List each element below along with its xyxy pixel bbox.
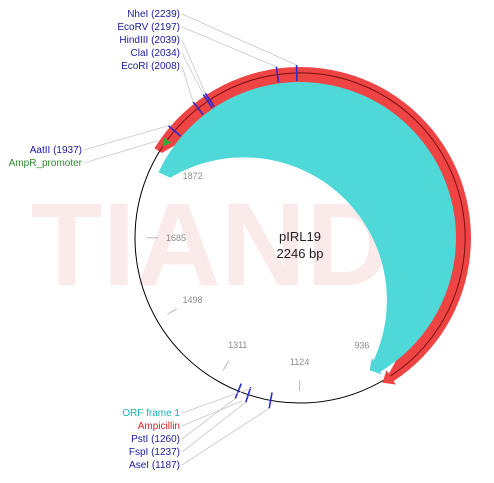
plasmid-name: pIRL19 <box>279 229 321 244</box>
feature-label-ampicillin[interactable]: Ampicillin <box>138 421 180 432</box>
site-label-fspi[interactable]: FspI (1237) <box>129 447 180 458</box>
features <box>154 67 471 385</box>
ampicillin-leader <box>181 400 243 427</box>
site-label-clai[interactable]: ClaI (2034) <box>131 48 180 59</box>
orf-frame-1-arc <box>158 82 456 375</box>
amp-promoter-arrow <box>162 137 172 147</box>
tick-label-1685: 1685 <box>166 233 186 243</box>
site-tick-fspi <box>244 386 252 403</box>
site-tick-asei <box>268 392 273 409</box>
tick-label-1872: 1872 <box>183 171 203 181</box>
site-tick-clai <box>202 94 213 109</box>
plasmid-size: 2246 bp <box>277 246 324 261</box>
site-leader-hindiii <box>181 39 206 94</box>
feature-label-orf[interactable]: ORF frame 1 <box>122 408 180 419</box>
site-leader-aatii <box>83 125 169 151</box>
feature-label-amp-promoter[interactable]: AmpR_promoter <box>9 158 83 169</box>
site-leader-fspi <box>181 401 247 453</box>
tick-mark-1311 <box>222 360 230 371</box>
tick-label-1311: 1311 <box>228 340 247 350</box>
ampicillin-inner-line <box>159 72 466 377</box>
site-tick-hindiii <box>204 92 215 108</box>
site-tick-ecorv <box>275 66 280 83</box>
site-tick-ecori <box>192 101 204 116</box>
site-label-hindiii[interactable]: HindIII (2039) <box>119 35 180 46</box>
site-label-aatii[interactable]: AatII (1937) <box>30 145 82 156</box>
tick-label-936: 936 <box>354 340 369 350</box>
site-label-psti[interactable]: PstI (1260) <box>131 434 180 445</box>
site-label-ecori[interactable]: EcoRI (2008) <box>121 61 180 72</box>
orf-leader <box>181 387 252 414</box>
site-leader-clai <box>181 52 204 95</box>
site-tick-psti <box>234 383 243 399</box>
site-leader-psti <box>181 398 236 440</box>
site-leader-nhei <box>181 13 297 66</box>
tick-label-1498: 1498 <box>182 295 202 305</box>
site-leader-ecorv <box>181 26 277 67</box>
site-label-nhei[interactable]: NheI (2239) <box>127 9 180 20</box>
tick-mark-1498 <box>167 308 178 315</box>
site-label-asei[interactable]: AseI (1187) <box>129 460 180 471</box>
site-leader-asei <box>181 407 270 466</box>
tick-label-1124: 1124 <box>290 357 309 367</box>
restriction-sites <box>83 13 298 466</box>
promoter-leader <box>83 140 159 164</box>
site-label-ecorv[interactable]: EcoRV (2197) <box>117 22 180 33</box>
site-leader-ecori <box>181 65 194 103</box>
site-tick-aatii <box>167 125 182 137</box>
